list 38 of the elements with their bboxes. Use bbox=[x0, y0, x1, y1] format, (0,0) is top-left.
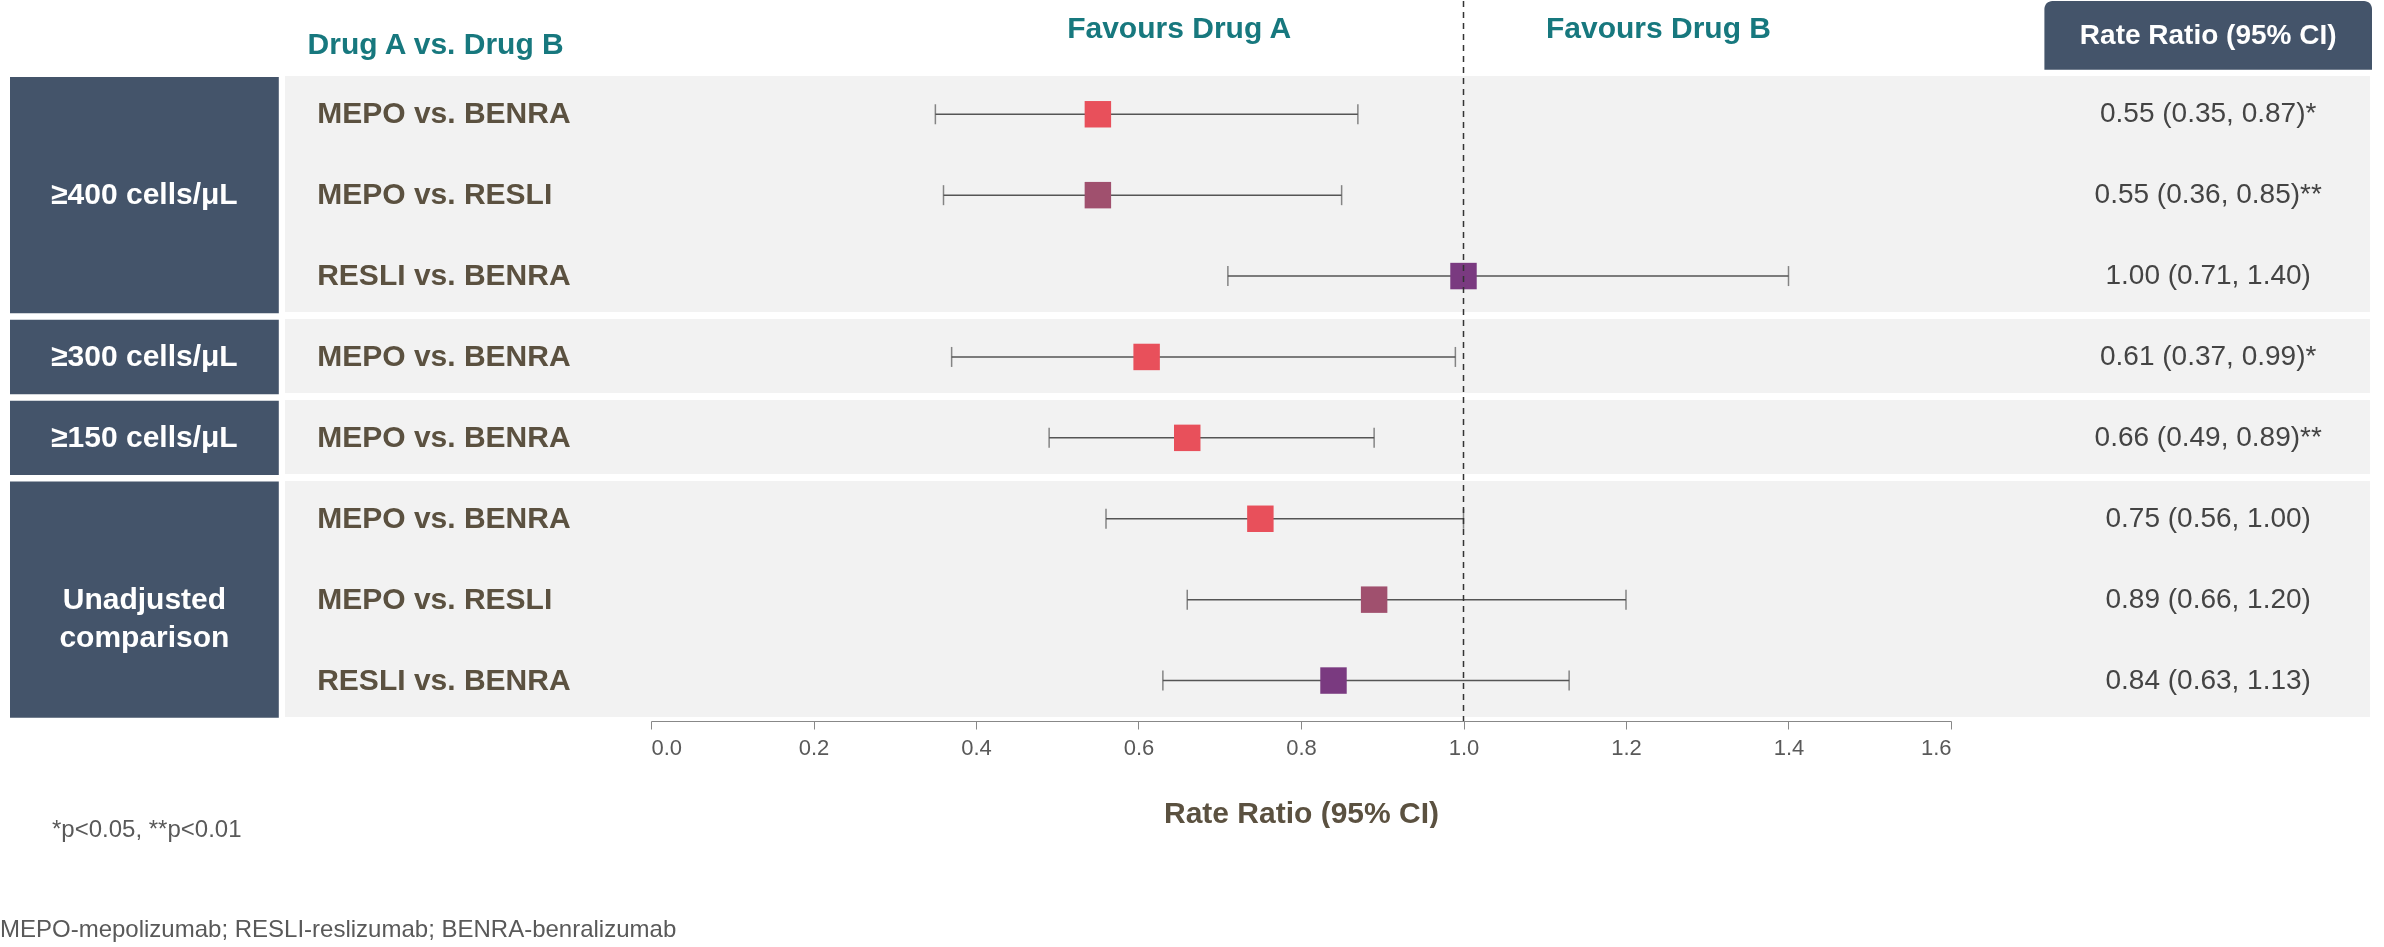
x-tick-label: 0.6 bbox=[1123, 734, 1155, 760]
x-tick-label: 0.0 bbox=[651, 734, 683, 760]
y-tick-label: MEPO vs. BENRA bbox=[317, 338, 571, 372]
point bbox=[1133, 343, 1160, 371]
x-tick-label: 1.6 bbox=[1920, 734, 1952, 760]
text: Rate Ratio (95% CI) bbox=[2079, 18, 2337, 50]
y-tick-label: MEPO vs. BENRA bbox=[317, 419, 571, 453]
text: 1.00 (0.71, 1.40) bbox=[2105, 259, 2311, 291]
text: ≥150 cells/μL bbox=[51, 419, 238, 453]
text: Drug A vs. Drug B bbox=[307, 27, 564, 61]
x-tick-label: 0.4 bbox=[961, 734, 992, 760]
text: Unadjusted comparison bbox=[59, 581, 230, 653]
text: 0.66 (0.49, 0.89)** bbox=[2094, 420, 2322, 452]
text: 0.75 (0.56, 1.00) bbox=[2105, 501, 2311, 533]
x-tick-label: 1.2 bbox=[1611, 734, 1642, 760]
x-tick-label: 0.8 bbox=[1286, 734, 1317, 760]
text: 0.61 (0.37, 0.99)* bbox=[2100, 339, 2317, 371]
y-tick-label: MEPO vs. BENRA bbox=[317, 500, 571, 534]
x-tick-label: 1.0 bbox=[1448, 734, 1480, 760]
text: ≥400 cells/μL bbox=[51, 177, 238, 211]
y-tick-label: RESLI vs. BENRA bbox=[317, 662, 571, 696]
text: 0.84 (0.63, 1.13) bbox=[2105, 663, 2311, 695]
y-tick-label: MEPO vs. RESLI bbox=[317, 177, 553, 211]
text: *p<0.05, **p<0.01 bbox=[52, 815, 242, 843]
x-axis-title: Rate Ratio (95% CI) bbox=[1163, 795, 1440, 829]
x-tick-label: 1.4 bbox=[1773, 734, 1805, 760]
y-tick-label: MEPO vs. BENRA bbox=[317, 96, 571, 130]
annotation: Favours Drug A bbox=[1067, 11, 1292, 45]
x-tick-label: 0.2 bbox=[798, 734, 830, 760]
point bbox=[1174, 424, 1201, 452]
y-tick-label: RESLI vs. BENRA bbox=[317, 258, 571, 292]
text: 0.55 (0.35, 0.87)* bbox=[2100, 97, 2317, 129]
text: MEPO-mepolizumab; RESLI-reslizumab; BENRA-benralizumab bbox=[0, 915, 677, 943]
y-tick-label: MEPO vs. RESLI bbox=[317, 581, 553, 615]
text: ≥300 cells/μL bbox=[51, 338, 238, 372]
annotation: Favours Drug B bbox=[1545, 11, 1772, 45]
text: 0.89 (0.66, 1.20) bbox=[2105, 582, 2311, 614]
text: 0.55 (0.36, 0.85)** bbox=[2094, 178, 2322, 210]
